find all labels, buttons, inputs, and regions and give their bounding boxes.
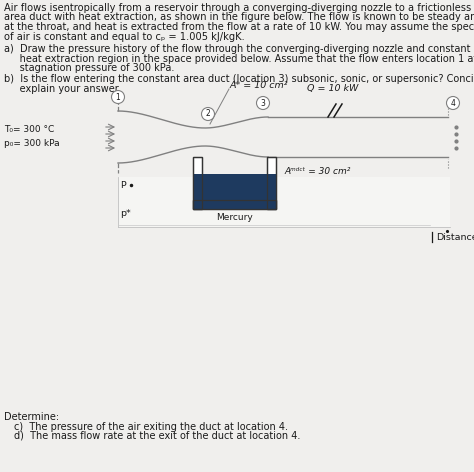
Bar — [193, 157, 202, 209]
Text: b)  Is the flow entering the constant area duct (location 3) subsonic, sonic, or: b) Is the flow entering the constant are… — [4, 75, 474, 84]
Bar — [193, 200, 276, 209]
Circle shape — [256, 96, 270, 110]
Text: 1: 1 — [116, 93, 120, 101]
Text: T₀= 300 °C: T₀= 300 °C — [4, 126, 54, 135]
Bar — [202, 174, 267, 200]
Text: A* = 10 cm²: A* = 10 cm² — [230, 81, 289, 90]
Text: P: P — [120, 181, 126, 190]
Circle shape — [201, 108, 215, 120]
Bar — [267, 157, 276, 209]
Text: p*: p* — [120, 209, 131, 218]
Circle shape — [111, 91, 125, 103]
Text: Mercury: Mercury — [216, 213, 253, 222]
Text: Distance: Distance — [436, 233, 474, 242]
Text: of air is constant and equal to cₚ = 1.005 kJ/kgK.: of air is constant and equal to cₚ = 1.0… — [4, 32, 245, 42]
Text: Q = 10 kW: Q = 10 kW — [307, 84, 359, 93]
Bar — [193, 174, 276, 209]
Text: stagnation pressure of 300 kPa.: stagnation pressure of 300 kPa. — [4, 63, 174, 73]
Text: Aᵐᵈᶜᵗ = 30 cm²: Aᵐᵈᶜᵗ = 30 cm² — [284, 167, 350, 176]
Text: 3: 3 — [261, 99, 265, 108]
Text: area duct with heat extraction, as shown in the figure below. The flow is known : area duct with heat extraction, as shown… — [4, 12, 474, 23]
Bar — [193, 157, 202, 209]
Bar — [118, 177, 450, 227]
Bar — [193, 174, 276, 209]
Text: at the throat, and heat is extracted from the flow at a rate of 10 kW. You may a: at the throat, and heat is extracted fro… — [4, 22, 474, 32]
Circle shape — [447, 96, 459, 110]
Text: 4: 4 — [451, 99, 456, 108]
Bar — [267, 157, 276, 209]
Text: Air flows isentropically from a reservoir through a converging-diverging nozzle : Air flows isentropically from a reservoi… — [4, 3, 474, 13]
Text: p₀= 300 kPa: p₀= 300 kPa — [4, 140, 60, 149]
Text: heat extraction region in the space provided below. Assume that the flow enters : heat extraction region in the space prov… — [4, 53, 474, 64]
Text: explain your answer.: explain your answer. — [4, 84, 121, 94]
Bar — [193, 200, 276, 209]
Text: a)  Draw the pressure history of the flow through the converging-diverging nozzl: a) Draw the pressure history of the flow… — [4, 44, 474, 54]
Text: c)  The pressure of the air exiting the duct at location 4.: c) The pressure of the air exiting the d… — [14, 421, 288, 431]
Text: Determine:: Determine: — [4, 412, 59, 422]
Text: d)  The mass flow rate at the exit of the duct at location 4.: d) The mass flow rate at the exit of the… — [14, 431, 301, 441]
Text: 2: 2 — [206, 110, 210, 118]
